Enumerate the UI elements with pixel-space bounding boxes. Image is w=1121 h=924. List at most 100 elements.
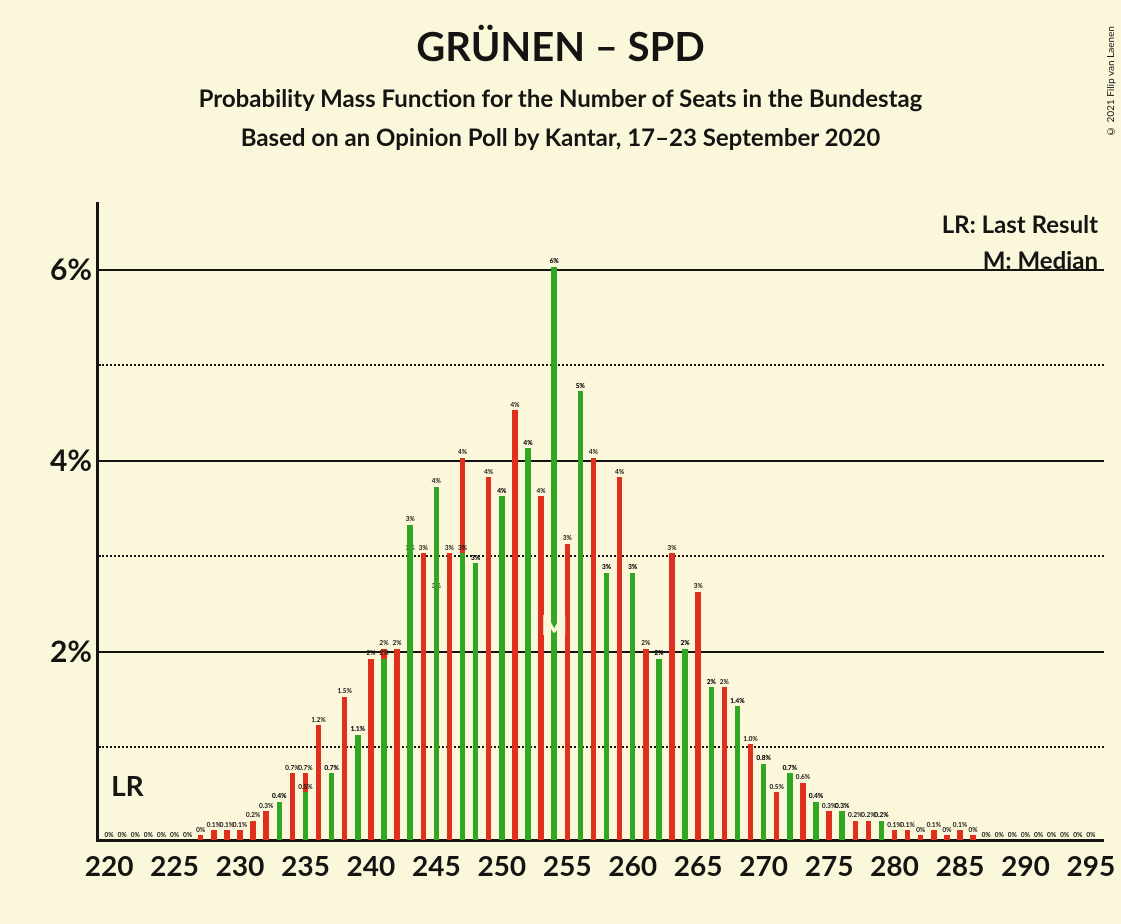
bar: 0.3% xyxy=(263,811,268,840)
bar: 0.1% xyxy=(224,830,229,840)
bar-value-label: 0% xyxy=(942,828,951,836)
bar-value-label: 4% xyxy=(458,450,467,458)
bar: 0.3% xyxy=(839,811,844,840)
bar-value-label: 0.5% xyxy=(769,785,783,793)
bar-value-label: 3% xyxy=(406,517,415,525)
bar-value-label: 1.5% xyxy=(337,689,351,697)
legend-last-result: LR: Last Result xyxy=(942,210,1098,239)
bar-value-label: 0% xyxy=(982,833,991,841)
bar: 3% xyxy=(604,573,609,840)
bar-value-label: 6% xyxy=(550,259,559,267)
x-tick-label: 290 xyxy=(1001,848,1050,882)
bar-value-label: 2% xyxy=(379,651,388,659)
bar-value-label: 0.1% xyxy=(900,823,914,831)
bar-value-label: 2% xyxy=(654,651,663,659)
bar-value-label: 0.6% xyxy=(796,775,810,783)
bar: 3% xyxy=(473,563,478,840)
bar-value-label: 0% xyxy=(1034,833,1043,841)
bar: 0% xyxy=(970,835,975,840)
bar: 5% xyxy=(578,391,583,840)
bar: 1.2% xyxy=(316,725,321,840)
bar-value-label: 0.2% xyxy=(874,813,888,821)
bar-value-label: 3% xyxy=(694,584,703,592)
bar: 2% xyxy=(656,659,661,840)
bar-value-label: 1.2% xyxy=(311,718,325,726)
lr-marker: LR xyxy=(111,768,144,802)
x-tick-label: 230 xyxy=(216,848,265,882)
bar: 0.1% xyxy=(931,830,936,840)
bar-value-label: 3% xyxy=(419,546,428,554)
bar: 2% xyxy=(682,649,687,840)
bar: 0.7% xyxy=(787,773,792,840)
bar: 0.1% xyxy=(892,830,897,840)
x-tick-label: 275 xyxy=(805,848,854,882)
bar-value-label: 3% xyxy=(563,536,572,544)
chart-title: GRÜNEN – SPD xyxy=(0,22,1121,70)
bar-value-label: 0.1% xyxy=(233,823,247,831)
bar-value-label: 0.7% xyxy=(298,766,312,774)
bar: 3% xyxy=(695,592,700,840)
bar-value-label: 4% xyxy=(589,450,598,458)
bar: 2% xyxy=(394,649,399,840)
gridline-minor xyxy=(99,746,1104,748)
x-tick-label: 255 xyxy=(543,848,592,882)
bar-value-label: 1.4% xyxy=(730,699,744,707)
bar-value-label: 1.0% xyxy=(743,737,757,745)
bar-value-label: 4% xyxy=(537,489,546,497)
bar-value-label: 3% xyxy=(471,556,480,564)
copyright-text: © 2021 Filip van Laenen xyxy=(1105,26,1117,137)
bar: 0% xyxy=(918,835,923,840)
bar-value-label: 4% xyxy=(615,470,624,478)
bar: 0.3% xyxy=(826,811,831,840)
bar: 0.1% xyxy=(237,830,242,840)
bar-value-label: 4% xyxy=(432,479,441,487)
bar: 4% xyxy=(512,410,517,840)
bar-value-label: 2% xyxy=(707,680,716,688)
bar: 0.1% xyxy=(905,830,910,840)
bar-value-label: 0% xyxy=(969,828,978,836)
bar: 4% xyxy=(486,477,491,840)
gridline-major xyxy=(99,651,1104,653)
x-tick-label: 220 xyxy=(85,848,134,882)
chart-subtitle-1: Probability Mass Function for the Number… xyxy=(0,84,1121,113)
bar: 1.4% xyxy=(735,706,740,840)
bar: 2% xyxy=(368,659,373,840)
bar-value-label: 0.4% xyxy=(272,794,286,802)
bar: 3% xyxy=(407,525,412,840)
bar: 2% xyxy=(643,649,648,840)
bar: 1.1% xyxy=(355,735,360,840)
x-axis xyxy=(96,839,1104,842)
bar: 1.0% xyxy=(748,744,753,840)
bar: 0.2% xyxy=(866,821,871,840)
chart-area: 2%4%6% LR: Last Result M: Median 2202252… xyxy=(34,202,1104,902)
bar: 4% xyxy=(538,496,543,840)
bar: 0.7% xyxy=(290,773,295,840)
bar-value-label: 3% xyxy=(602,565,611,573)
bar: 3% xyxy=(460,553,465,840)
bar-value-label: 3% xyxy=(458,546,467,554)
bar-value-label: 2% xyxy=(681,641,690,649)
bar-value-label: 0% xyxy=(1021,833,1030,841)
bar: 0.8% xyxy=(761,764,766,840)
x-tick-label: 295 xyxy=(1067,848,1116,882)
bar: 4% xyxy=(591,458,596,840)
bar-value-label: 0.1% xyxy=(927,823,941,831)
bar-value-label: 4% xyxy=(523,441,532,449)
x-tick-label: 260 xyxy=(608,848,657,882)
bar-value-label: 0.7% xyxy=(783,766,797,774)
bar: 4% xyxy=(434,487,439,840)
x-tick-label: 235 xyxy=(281,848,330,882)
bar: 0% xyxy=(944,835,949,840)
chart-subtitle-2: Based on an Opinion Poll by Kantar, 17–2… xyxy=(0,123,1121,152)
bar-value-label: 4% xyxy=(484,470,493,478)
bar: 6% xyxy=(551,267,556,840)
bar-value-label: 0% xyxy=(105,833,114,841)
median-marker: M xyxy=(541,607,567,641)
bar-value-label: 0.5% xyxy=(298,785,312,793)
bar-value-label: 0% xyxy=(170,833,179,841)
bar: 0.6% xyxy=(800,783,805,840)
bar-value-label: 2% xyxy=(641,641,650,649)
plot-area: LR: Last Result M: Median 22022523023524… xyxy=(96,202,1104,842)
bar-value-label: 0% xyxy=(1008,833,1017,841)
bar-value-label: 2% xyxy=(379,641,388,649)
